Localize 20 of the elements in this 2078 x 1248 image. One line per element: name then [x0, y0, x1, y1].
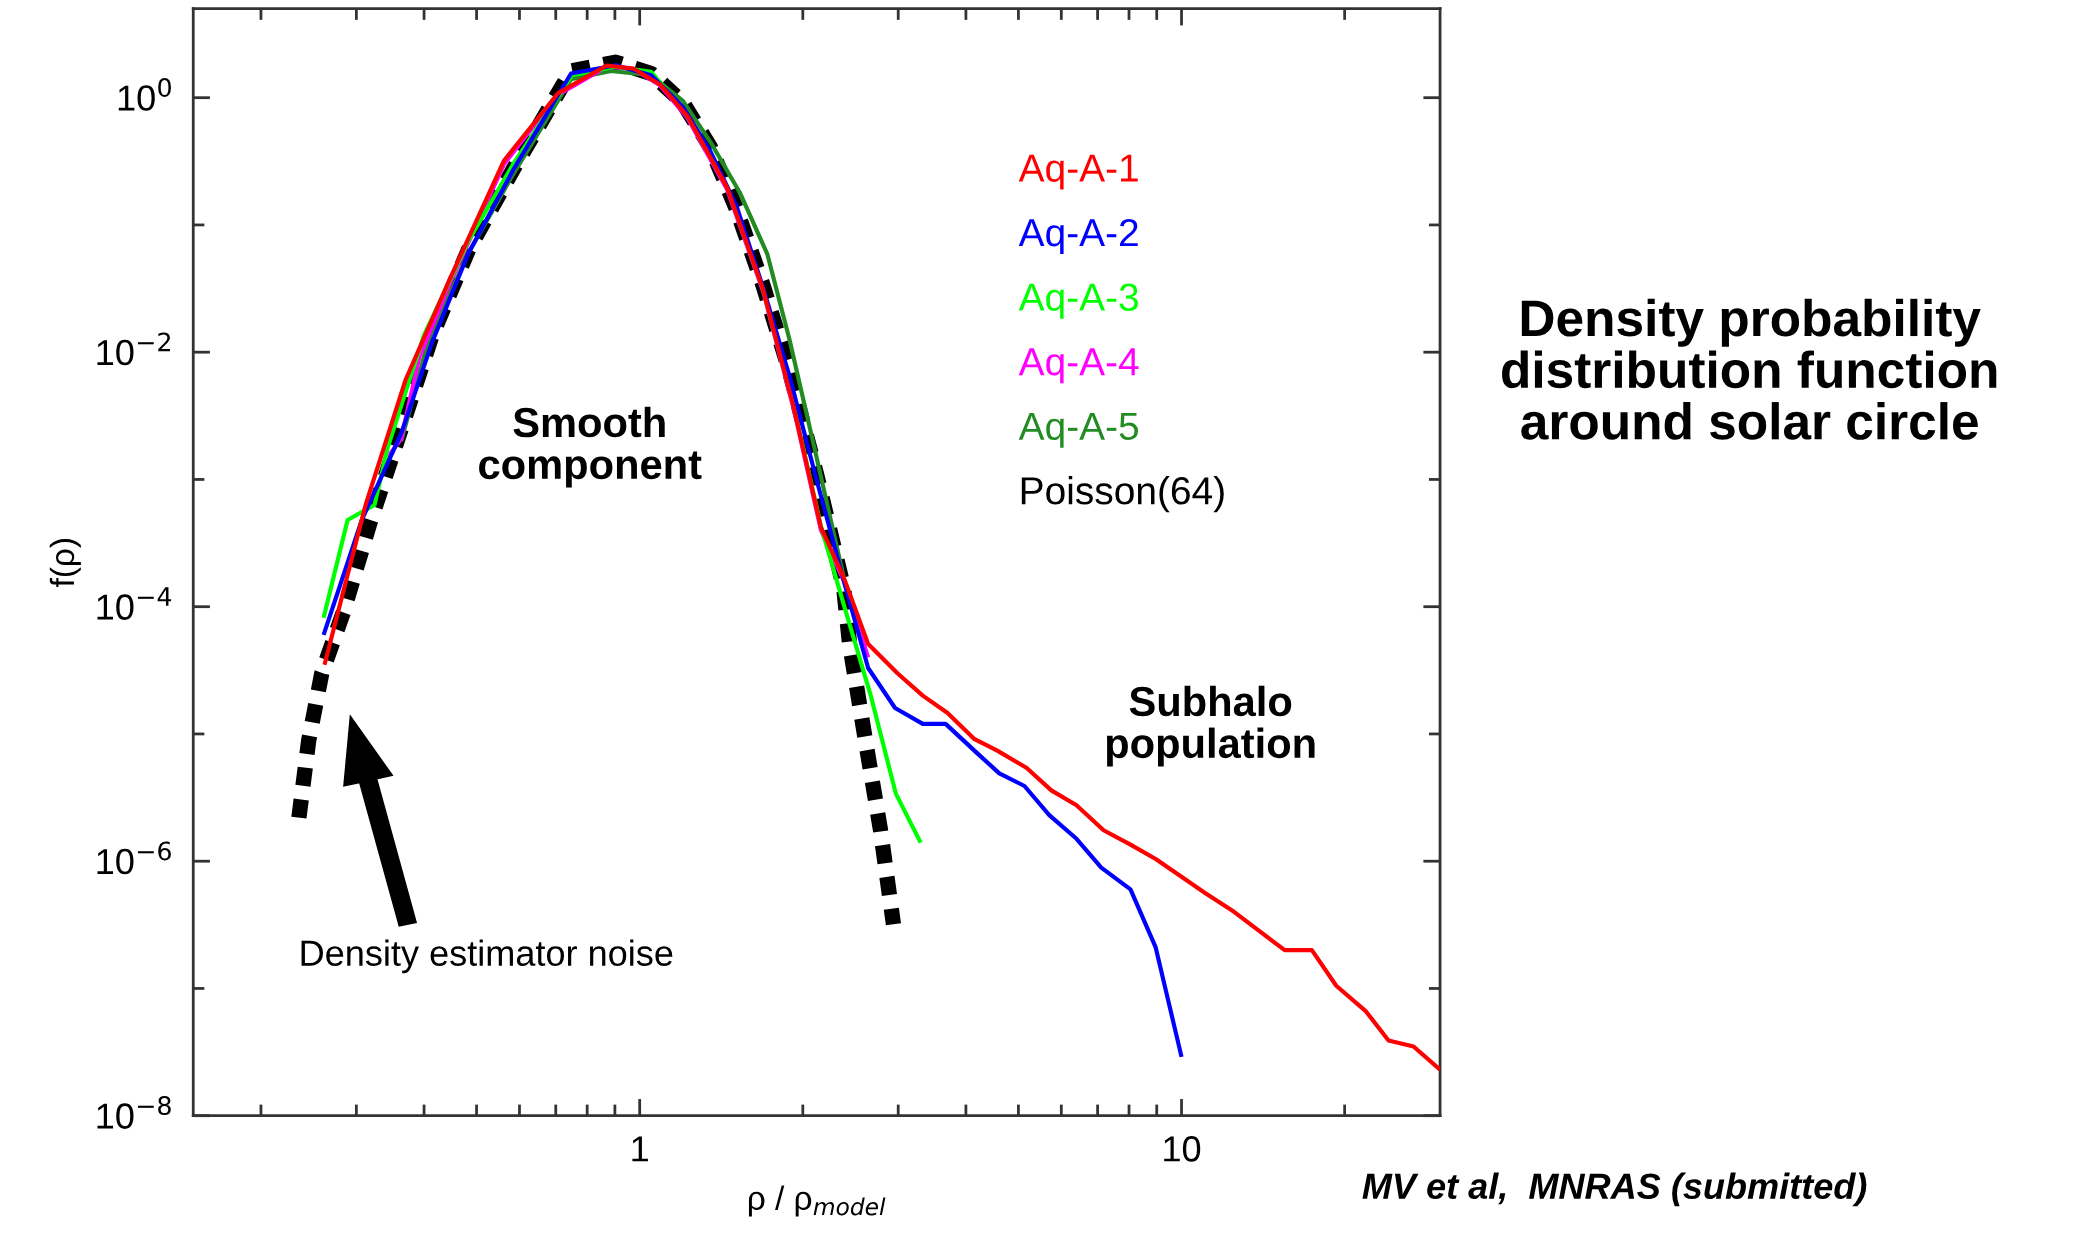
y-tick-label: 10$^{−6}$ [97, 841, 171, 875]
text: Aq-A-4 [1018, 348, 1139, 384]
text: Aq-A-5 [1018, 412, 1139, 448]
x-tick-label: 10 [1164, 1136, 1201, 1162]
text: Aq-A-1 [1018, 154, 1138, 190]
text: Aq-A-3 [1018, 283, 1138, 319]
text: MV et al, MNRAS (submitted) [1362, 1172, 1867, 1207]
y-axis-title: f(ρ) [49, 539, 81, 587]
y-tick-label: 10$^{−2}$ [97, 332, 170, 366]
annotation: Density estimator noise [301, 939, 673, 974]
annotation: Smooth component [479, 406, 702, 488]
text: Poisson(64) [1021, 476, 1224, 513]
x-tick-label: 1 [632, 1136, 648, 1162]
y-tick-label: 10$^{−8}$ [97, 1095, 171, 1129]
y-tick-label: 10$^{0}$ [118, 77, 171, 111]
x-axis-title: ρ / ρ$_{model}$ [748, 1185, 886, 1217]
text: Density probability distribution function around solar circle [1502, 298, 1997, 440]
y-tick-label: 10$^{−4}$ [97, 587, 172, 620]
text: Aq-A-2 [1018, 218, 1138, 255]
annotation: Subhalo population [1106, 685, 1315, 767]
